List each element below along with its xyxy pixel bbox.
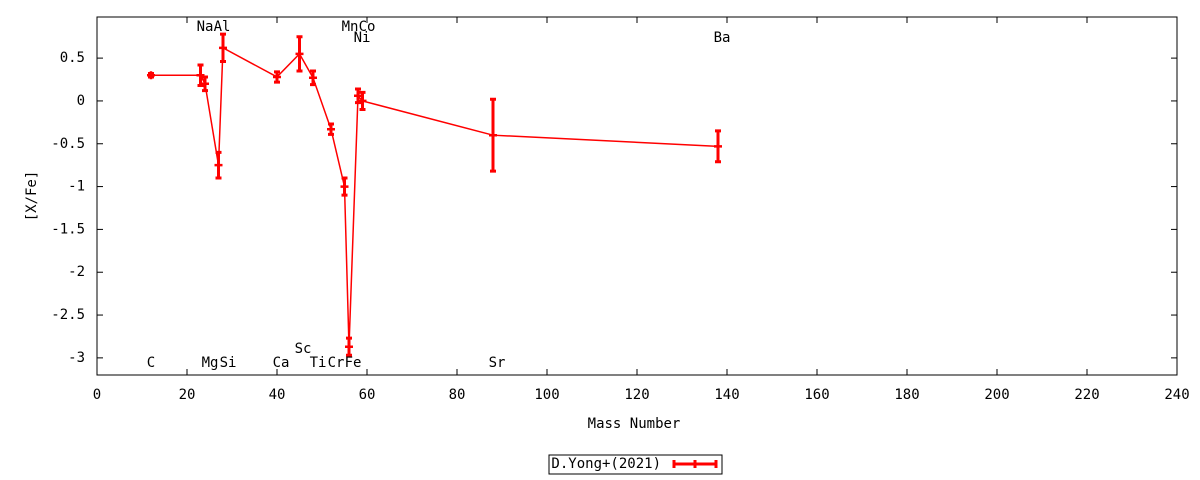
point <box>273 72 281 81</box>
x-tick-label: 100 <box>534 387 559 403</box>
point <box>345 342 353 351</box>
point <box>219 43 227 52</box>
x-tick-label: 80 <box>449 387 466 403</box>
element-label: Sc <box>295 341 312 357</box>
x-tick-label: 120 <box>624 387 649 403</box>
x-tick-label: 140 <box>714 387 739 403</box>
x-axis-label: Mass Number <box>588 416 681 432</box>
legend-swatch <box>672 460 718 468</box>
y-tick-label: 0 <box>77 93 85 109</box>
y-tick-label: -2.5 <box>51 307 85 323</box>
element-label: Si <box>220 355 237 371</box>
element-label: Cr <box>328 355 345 371</box>
element-label: Mg <box>202 355 219 371</box>
y-tick-label: -1 <box>68 179 85 195</box>
point <box>489 131 497 140</box>
x-tick-label: 180 <box>894 387 919 403</box>
point <box>201 79 209 88</box>
y-tick-label: -3 <box>68 350 85 366</box>
point <box>340 182 349 191</box>
element-label: Ni <box>354 30 371 46</box>
element-label: C <box>147 355 155 371</box>
y-tick-label: -2 <box>68 264 85 280</box>
x-tick-label: 60 <box>359 387 376 403</box>
y-tick-label: -0.5 <box>51 136 85 152</box>
element-label: Mn <box>342 19 359 35</box>
element-label: Ca <box>273 355 290 371</box>
legend-box <box>548 454 723 475</box>
element-label: Co <box>359 19 376 35</box>
point <box>196 71 205 80</box>
x-tick-label: 200 <box>984 387 1009 403</box>
x-tick-label: 220 <box>1074 387 1099 403</box>
element-label: Al <box>214 19 231 35</box>
point <box>214 161 223 170</box>
element-label: Ba <box>714 30 731 46</box>
y-tick-label: 0.5 <box>60 50 85 66</box>
element-label: Sr <box>489 355 506 371</box>
element-label: Ti <box>310 355 327 371</box>
series-line <box>151 46 719 347</box>
point <box>147 71 155 80</box>
plot-frame <box>96 16 1178 376</box>
element-label: Na <box>197 19 214 35</box>
x-tick-label: 0 <box>93 387 101 403</box>
point <box>354 91 362 100</box>
point <box>358 96 367 105</box>
x-tick-label: 160 <box>804 387 829 403</box>
x-tick-label: 40 <box>269 387 286 403</box>
point <box>714 142 722 151</box>
legend-label: D.Yong+(2021) <box>551 456 661 472</box>
x-tick-label: 20 <box>179 387 196 403</box>
y-tick-label: -1.5 <box>51 221 85 237</box>
point <box>327 125 335 134</box>
element-label: Fe <box>345 355 362 371</box>
y-axis-label: [X/Fe] <box>24 171 40 222</box>
point <box>295 49 304 58</box>
x-tick-label: 240 <box>1164 387 1189 403</box>
point <box>309 73 317 82</box>
